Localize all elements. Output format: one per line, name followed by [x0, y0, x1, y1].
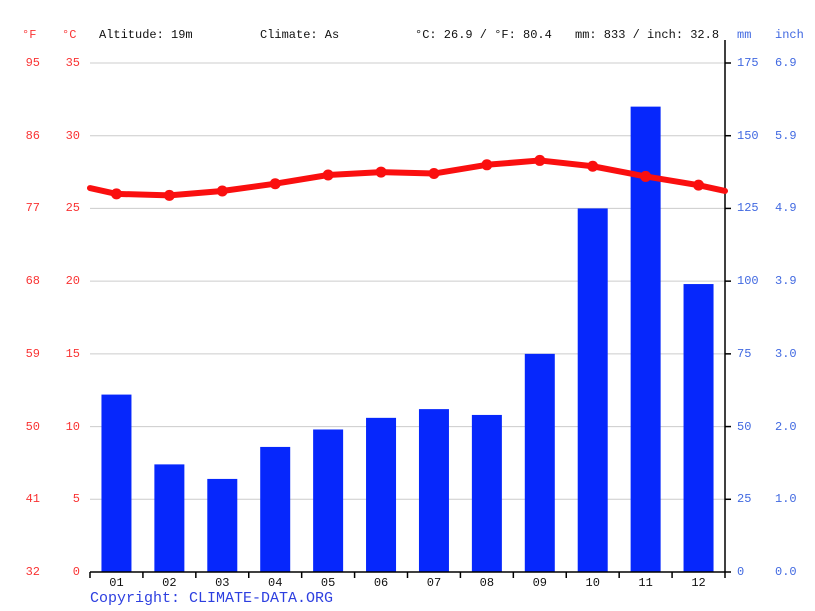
celsius-tick-label: 25	[65, 201, 80, 216]
month-label-12: 12	[691, 576, 706, 590]
precip-bar-08	[471, 414, 502, 572]
temperature-point-06	[375, 166, 387, 178]
precip-bar-10	[577, 208, 608, 572]
month-label-07: 07	[426, 576, 442, 590]
inch-tick-label: 6.9	[775, 56, 797, 70]
month-label-01: 01	[109, 576, 124, 590]
celsius-unit-label: °C	[62, 28, 77, 42]
fahrenheit-tick-label: 50	[25, 419, 40, 434]
month-label-02: 02	[162, 576, 177, 590]
inch-tick-label: 3.9	[775, 274, 797, 289]
inch-tick-label: 2.0	[775, 419, 797, 434]
precip-bar-01	[101, 394, 132, 572]
inch-tick-label: 1.0	[775, 492, 797, 507]
precip-bar-03	[207, 478, 238, 572]
precip-bar-06	[366, 417, 397, 572]
precip-bar-05	[313, 429, 344, 572]
mm-tick-label: 125	[737, 201, 759, 216]
precip-bar-09	[524, 353, 555, 572]
inch-unit-label: inch	[775, 28, 804, 42]
temperature-line	[87, 157, 728, 199]
month-label-11: 11	[638, 576, 653, 590]
mm-tick-label: 50	[737, 419, 752, 434]
celsius-tick-label: 20	[65, 274, 80, 289]
precip-bar-04	[260, 446, 291, 572]
month-label-06: 06	[373, 576, 389, 590]
temperature-point-09	[534, 154, 546, 166]
temp-summary-label: °C: 26.9 / °F: 80.4	[415, 28, 552, 42]
temperature-point-03	[216, 185, 228, 197]
fahrenheit-tick-label: 41	[25, 492, 40, 507]
month-label-04: 04	[268, 576, 283, 590]
precip-bar-07	[418, 409, 449, 572]
mm-tick-label: 25	[737, 492, 752, 507]
celsius-tick-label: 35	[65, 56, 80, 70]
fahrenheit-tick-label: 95	[25, 56, 40, 70]
celsius-tick-label: 0	[72, 565, 80, 579]
precip-bar-11	[630, 106, 661, 572]
temperature-point-10	[587, 160, 599, 172]
inch-tick-label: 4.9	[775, 201, 797, 216]
fahrenheit-tick-label: 32	[25, 565, 40, 579]
temperature-point-12	[693, 179, 705, 191]
fahrenheit-tick-label: 86	[25, 128, 40, 143]
celsius-tick-label: 30	[65, 128, 80, 143]
altitude-label: Altitude: 19m	[99, 28, 193, 42]
celsius-tick-label: 10	[65, 419, 80, 434]
fahrenheit-tick-label: 68	[25, 274, 40, 289]
month-label-08: 08	[479, 576, 495, 590]
celsius-tick-label: 15	[65, 346, 80, 361]
month-label-05: 05	[320, 576, 336, 590]
inch-tick-label: 0.0	[775, 565, 797, 579]
fahrenheit-tick-label: 59	[25, 346, 40, 361]
inch-tick-label: 5.9	[775, 128, 797, 143]
temperature-point-04	[269, 178, 281, 190]
month-label-10: 10	[585, 576, 600, 590]
precip-bar-12	[683, 284, 714, 572]
month-label-03: 03	[215, 576, 230, 590]
mm-tick-label: 100	[737, 274, 759, 289]
precip-bar-02	[154, 464, 185, 572]
mm-tick-label: 150	[737, 128, 759, 143]
temperature-point-11	[640, 170, 652, 182]
celsius-tick-label: 5	[72, 492, 80, 507]
temperature-point-08	[481, 159, 493, 171]
fahrenheit-tick-label: 77	[25, 201, 40, 216]
temperature-point-02	[163, 189, 175, 201]
mm-unit-label: mm	[737, 28, 752, 42]
temperature-point-07	[428, 168, 440, 180]
mm-tick-label: 0	[737, 565, 745, 579]
inch-tick-label: 3.0	[775, 346, 797, 361]
copyright-link[interactable]: Copyright: CLIMATE-DATA.ORG	[90, 590, 334, 607]
fahrenheit-unit-label: °F	[22, 28, 37, 42]
climate-class-label: Climate: As	[260, 28, 340, 42]
temperature-point-01	[110, 188, 122, 200]
mm-tick-label: 175	[737, 56, 759, 70]
precip-summary-label: mm: 833 / inch: 32.8	[575, 28, 720, 42]
temperature-point-05	[322, 169, 334, 181]
month-label-09: 09	[532, 576, 547, 590]
mm-tick-label: 75	[737, 346, 752, 361]
